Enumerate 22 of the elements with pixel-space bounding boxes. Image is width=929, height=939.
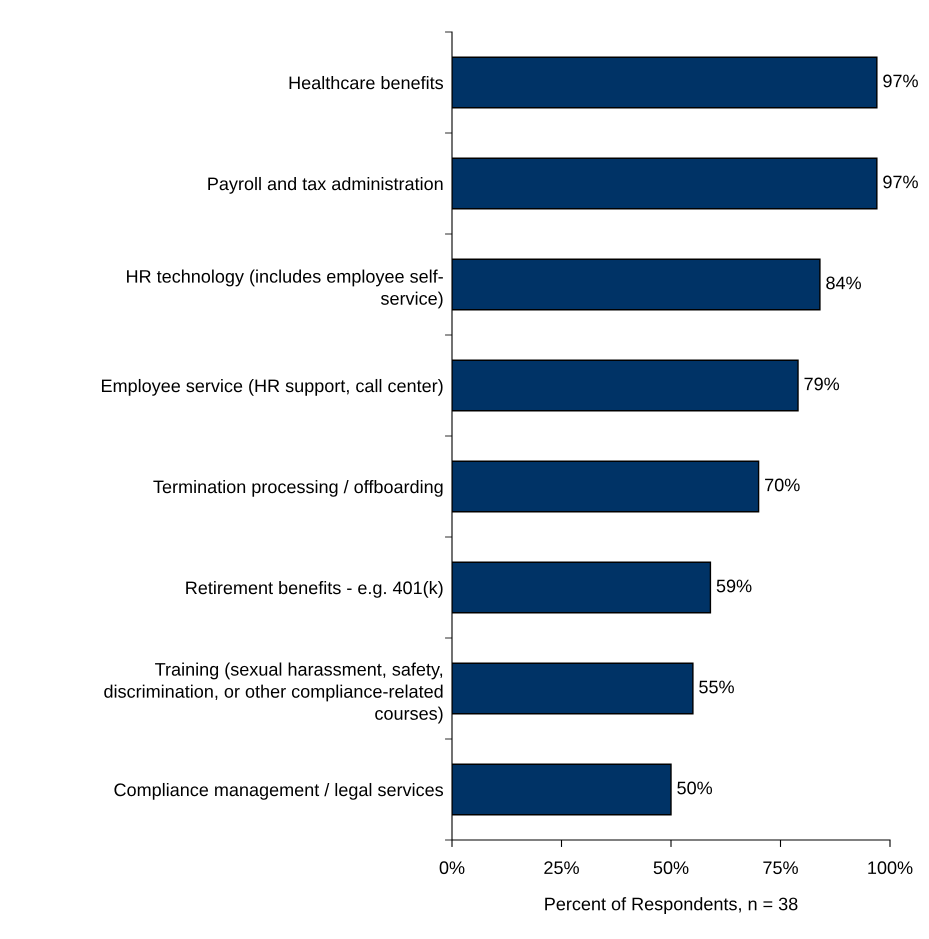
- x-tick-label: 0%: [440, 861, 464, 874]
- x-tick-label: 25%: [544, 861, 579, 874]
- data-label: 50%: [677, 782, 712, 794]
- x-tick-label: 50%: [654, 861, 688, 874]
- data-label: 97%: [883, 74, 918, 88]
- y-tick-label: Employee service (HR support, call center): [102, 378, 443, 396]
- y-tick-label: Termination processing / offboarding: [153, 480, 443, 497]
- data-label: 70%: [765, 478, 800, 492]
- data-label: 79%: [804, 378, 840, 390]
- x-tick-label: 100%: [868, 861, 912, 874]
- y-tick-label: Retirement benefits - e.g. 401(k): [186, 580, 443, 598]
- data-label: 59%: [716, 580, 752, 592]
- y-tick-label: HR technology (includes employee self- service): [127, 270, 443, 308]
- data-label: 97%: [883, 176, 918, 188]
- x-tick-label: 75%: [763, 861, 798, 874]
- data-label: 55%: [699, 680, 734, 694]
- y-tick-label: Payroll and tax administration: [208, 176, 443, 194]
- y-tick-label: Healthcare benefits: [290, 76, 444, 90]
- y-tick-label: Training (sexual harassment, safety, discrimination, or other compliance-related courses): [104, 662, 443, 724]
- x-axis-title: Percent of Respondents, n = 38: [545, 897, 798, 914]
- data-label: 84%: [826, 276, 861, 290]
- y-tick-label: Compliance management / legal services: [114, 782, 444, 800]
